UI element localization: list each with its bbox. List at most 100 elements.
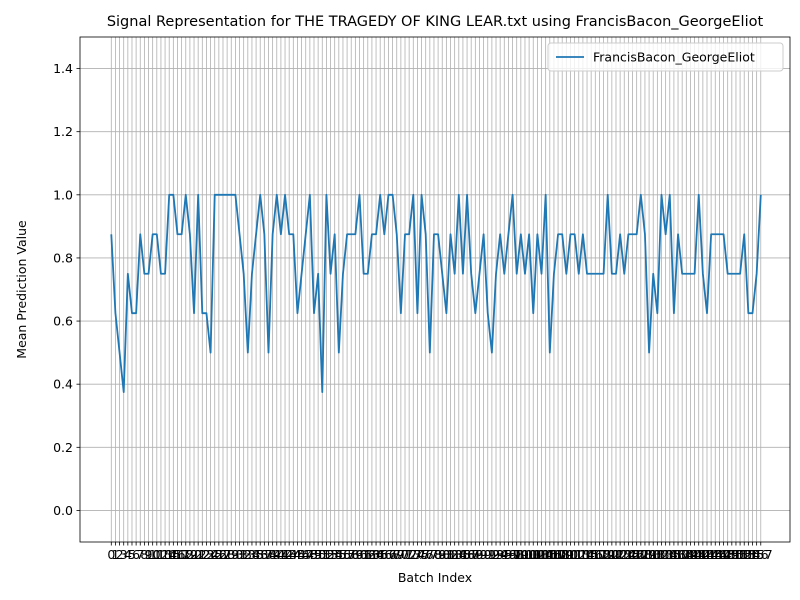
x-tick-label: 107 xyxy=(542,547,566,562)
x-tick-label: 80 xyxy=(434,547,450,562)
x-tick-label: 18 xyxy=(178,547,194,562)
x-tick-label: 13 xyxy=(157,547,173,562)
x-tick-label: 114 xyxy=(571,547,595,562)
x-axis-label: Batch Index xyxy=(398,570,472,585)
x-tick-label: 14 xyxy=(161,547,177,562)
x-tick-label: 91 xyxy=(480,547,496,562)
x-tick-label: 95 xyxy=(496,547,512,562)
x-tick-label: 74 xyxy=(409,547,425,562)
legend-box xyxy=(547,42,784,72)
x-tick-label: 15 xyxy=(165,547,181,562)
x-tick-label: 146 xyxy=(703,547,727,562)
x-tick-label: 156 xyxy=(745,547,769,562)
legend: FrancisBacon_GeorgeEliot xyxy=(547,42,784,72)
plot-frame xyxy=(79,36,791,543)
x-tick-label: 52 xyxy=(318,547,334,562)
x-tick-label: 63 xyxy=(364,547,380,562)
x-tick-label: 94 xyxy=(492,547,508,562)
x-tick-label: 137 xyxy=(666,547,690,562)
x-tick-label: 22 xyxy=(194,547,210,562)
x-tick-label: 92 xyxy=(484,547,500,562)
x-tick-label: 68 xyxy=(385,547,401,562)
y-tick-label: 0.2 xyxy=(53,440,73,455)
x-tick-label: 73 xyxy=(405,547,421,562)
x-tick-label: 44 xyxy=(285,547,301,562)
x-tick-label: 78 xyxy=(426,547,442,562)
x-tick-label: 4 xyxy=(124,547,132,562)
chart-title: Signal Representation for THE TRAGEDY OF… xyxy=(107,14,764,30)
x-tick-label: 60 xyxy=(352,547,368,562)
x-tick-label: 121 xyxy=(600,547,624,562)
x-tick-label: 39 xyxy=(265,547,281,562)
x-tick-label: 99 xyxy=(513,547,529,562)
x-tick-label: 127 xyxy=(625,547,649,562)
y-tick-label: 1.2 xyxy=(53,124,73,139)
x-tick-label: 3 xyxy=(120,547,128,562)
x-tick-label: 132 xyxy=(645,547,669,562)
x-tick-label: 29 xyxy=(223,547,239,562)
x-tick-label: 136 xyxy=(662,547,686,562)
x-tick-label: 65 xyxy=(372,547,388,562)
x-tick-label: 141 xyxy=(683,547,707,562)
x-tick-label: 154 xyxy=(736,547,760,562)
x-tick-label: 55 xyxy=(331,547,347,562)
x-tick-label: 38 xyxy=(261,547,277,562)
x-tick-label: 143 xyxy=(691,547,715,562)
x-tick-label: 83 xyxy=(447,547,463,562)
x-tick-label: 122 xyxy=(604,547,628,562)
x-tick-label: 70 xyxy=(393,547,409,562)
x-tick-label: 37 xyxy=(256,547,272,562)
x-tick-label: 138 xyxy=(670,547,694,562)
x-tick-label: 20 xyxy=(186,547,202,562)
x-tick-label: 119 xyxy=(592,547,616,562)
x-tick-label: 53 xyxy=(323,547,339,562)
x-tick-label: 140 xyxy=(679,547,703,562)
x-tick-label: 118 xyxy=(588,547,612,562)
x-tick-label: 50 xyxy=(310,547,326,562)
x-tick-label: 69 xyxy=(389,547,405,562)
x-tick-label: 113 xyxy=(567,547,591,562)
x-tick-label: 21 xyxy=(190,547,206,562)
x-tick-label: 84 xyxy=(451,547,467,562)
x-tick-label: 111 xyxy=(559,547,583,562)
y-tick-label: 0.4 xyxy=(53,377,73,392)
x-tick-label: 27 xyxy=(215,547,231,562)
y-axis-label: Mean Prediction Value xyxy=(14,220,29,359)
x-tick-label: 123 xyxy=(608,547,632,562)
x-tick-label: 72 xyxy=(401,547,417,562)
x-tick-label: 108 xyxy=(546,547,570,562)
x-tick-label: 61 xyxy=(356,547,372,562)
x-tick-label: 142 xyxy=(687,547,711,562)
x-tick-label: 150 xyxy=(720,547,744,562)
grid xyxy=(80,37,790,542)
x-tick-label: 56 xyxy=(335,547,351,562)
x-tick-label: 129 xyxy=(633,547,657,562)
x-tick-label: 139 xyxy=(674,547,698,562)
x-tick-label: 33 xyxy=(240,547,256,562)
y-tick-label: 0.6 xyxy=(53,314,73,329)
x-tick-label: 102 xyxy=(521,547,545,562)
x-tick-label: 46 xyxy=(294,547,310,562)
x-tick-label: 147 xyxy=(707,547,731,562)
x-tick-label: 103 xyxy=(525,547,549,562)
x-tick-label: 54 xyxy=(327,547,343,562)
x-tick-label: 19 xyxy=(182,547,198,562)
series-layer xyxy=(110,193,762,393)
legend-label: FrancisBacon_GeorgeEliot xyxy=(593,50,755,65)
x-tick-label: 57 xyxy=(339,547,355,562)
x-tick-label: 42 xyxy=(277,547,293,562)
x-tick-label: 17 xyxy=(174,547,190,562)
x-tick-label: 59 xyxy=(347,547,363,562)
x-tick-label: 41 xyxy=(273,547,289,562)
x-tick-label: 79 xyxy=(430,547,446,562)
x-tick-label: 31 xyxy=(232,547,248,562)
x-tick-label: 9 xyxy=(145,547,153,562)
x-tick-label: 134 xyxy=(654,547,678,562)
x-tick-label: 128 xyxy=(629,547,653,562)
x-tick-label: 67 xyxy=(381,547,397,562)
x-tick-label: 116 xyxy=(579,547,603,562)
x-tick-label: 135 xyxy=(658,547,682,562)
x-tick-label: 98 xyxy=(509,547,525,562)
x-tick-label: 157 xyxy=(749,547,773,562)
